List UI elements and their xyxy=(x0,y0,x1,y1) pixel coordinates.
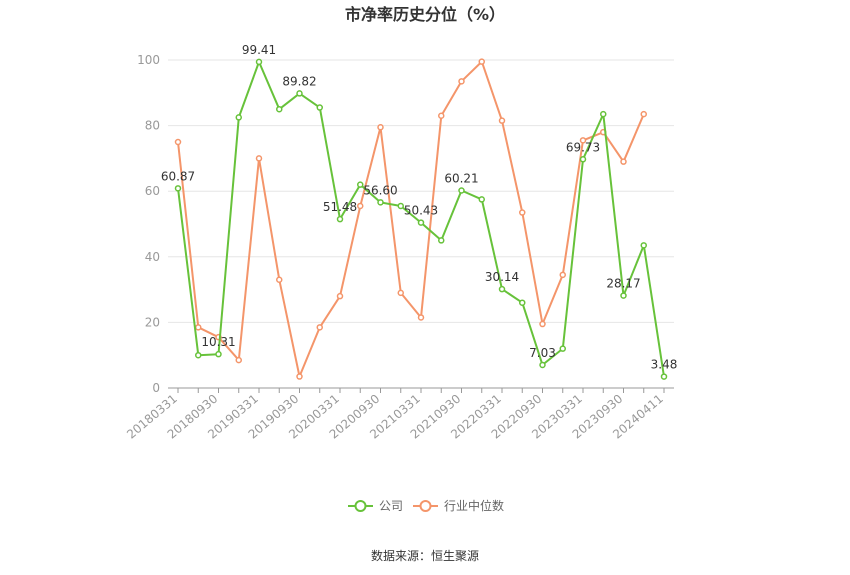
data-point[interactable] xyxy=(559,271,566,279)
data-point[interactable] xyxy=(235,114,242,121)
data-point[interactable] xyxy=(519,209,526,216)
y-axis: 0 20 40 60 80 100 xyxy=(137,53,160,395)
data-point[interactable] xyxy=(195,351,202,359)
data-label: 99.41 xyxy=(242,43,276,57)
legend-item-company[interactable]: 公司 xyxy=(348,499,403,513)
data-label: 7.03 xyxy=(529,346,556,360)
data-point[interactable] xyxy=(276,276,283,284)
data-label: 10.31 xyxy=(201,335,235,349)
data-point[interactable] xyxy=(519,299,526,306)
data-point[interactable] xyxy=(559,345,566,352)
data-point[interactable] xyxy=(377,123,384,131)
y-tick-label: 0 xyxy=(152,381,160,395)
chart-title: 市净率历史分位（%） xyxy=(345,5,505,24)
data-label: 69.73 xyxy=(566,140,600,154)
y-tick-label: 60 xyxy=(145,184,160,198)
data-point[interactable] xyxy=(397,202,404,210)
data-point[interactable] xyxy=(539,320,546,328)
data-label: 51.48 xyxy=(323,200,357,214)
data-point[interactable] xyxy=(640,242,647,249)
data-point[interactable] xyxy=(640,110,647,118)
data-point[interactable] xyxy=(174,185,182,192)
data-point[interactable] xyxy=(255,58,263,66)
data-labels: 60.87 10.31 99.41 89.82 51.48 56.60 50.43 60.21… xyxy=(161,43,678,372)
data-point[interactable] xyxy=(417,314,425,321)
data-label: 3.48 xyxy=(651,358,678,372)
data-point[interactable] xyxy=(357,202,364,210)
legend-label: 公司 xyxy=(379,499,403,513)
data-point[interactable] xyxy=(316,104,323,111)
data-point[interactable] xyxy=(316,324,323,331)
data-point[interactable] xyxy=(458,187,465,194)
series-layer xyxy=(174,58,668,380)
data-point[interactable] xyxy=(498,117,506,124)
data-point[interactable] xyxy=(478,196,485,203)
data-point[interactable] xyxy=(620,158,627,165)
data-point[interactable] xyxy=(498,285,506,293)
data-point[interactable] xyxy=(417,219,425,226)
data-point[interactable] xyxy=(195,324,202,331)
data-label: 56.60 xyxy=(363,183,397,197)
y-tick-label: 80 xyxy=(145,119,160,133)
data-point[interactable] xyxy=(336,215,344,223)
data-point[interactable] xyxy=(478,58,485,65)
x-axis: 2018033120180930201903312019093020200331… xyxy=(124,387,674,442)
data-point[interactable] xyxy=(458,78,465,85)
data-point[interactable] xyxy=(357,181,364,188)
legend-label: 行业中位数 xyxy=(444,498,504,513)
data-point[interactable] xyxy=(579,137,587,144)
data-point[interactable] xyxy=(215,350,222,358)
data-point[interactable] xyxy=(235,356,242,364)
data-label: 60.21 xyxy=(444,172,478,186)
legend-marker xyxy=(419,500,432,512)
data-point[interactable] xyxy=(539,361,546,369)
data-point[interactable] xyxy=(397,289,404,297)
data-point[interactable] xyxy=(579,156,587,163)
data-label: 30.14 xyxy=(485,270,519,284)
series-line-industry-median xyxy=(177,60,645,378)
data-point[interactable] xyxy=(438,237,445,244)
data-point[interactable] xyxy=(620,292,627,299)
data-source: 数据来源：恒生聚源 xyxy=(371,548,479,563)
grid-lines xyxy=(168,59,674,323)
data-label: 50.43 xyxy=(404,204,438,218)
legend-item-industry-median[interactable]: 行业中位数 xyxy=(413,498,504,513)
data-point[interactable] xyxy=(377,199,384,206)
data-label: 28.17 xyxy=(606,277,640,291)
data-label: 60.87 xyxy=(161,169,195,183)
data-point[interactable] xyxy=(660,373,668,380)
data-point[interactable] xyxy=(438,112,445,120)
legend[interactable]: 公司 行业中位数 xyxy=(348,498,504,513)
data-point[interactable] xyxy=(276,105,283,113)
data-point[interactable] xyxy=(255,155,263,162)
y-tick-label: 100 xyxy=(137,53,160,67)
data-point[interactable] xyxy=(600,110,607,118)
legend-marker xyxy=(354,500,367,512)
data-point[interactable] xyxy=(174,138,182,146)
y-tick-label: 20 xyxy=(145,315,160,329)
data-label: 89.82 xyxy=(282,74,316,88)
y-tick-label: 40 xyxy=(145,250,160,264)
data-point[interactable] xyxy=(296,90,303,97)
series-line-company xyxy=(177,60,665,377)
data-point[interactable] xyxy=(296,373,303,380)
data-point[interactable] xyxy=(336,292,344,300)
